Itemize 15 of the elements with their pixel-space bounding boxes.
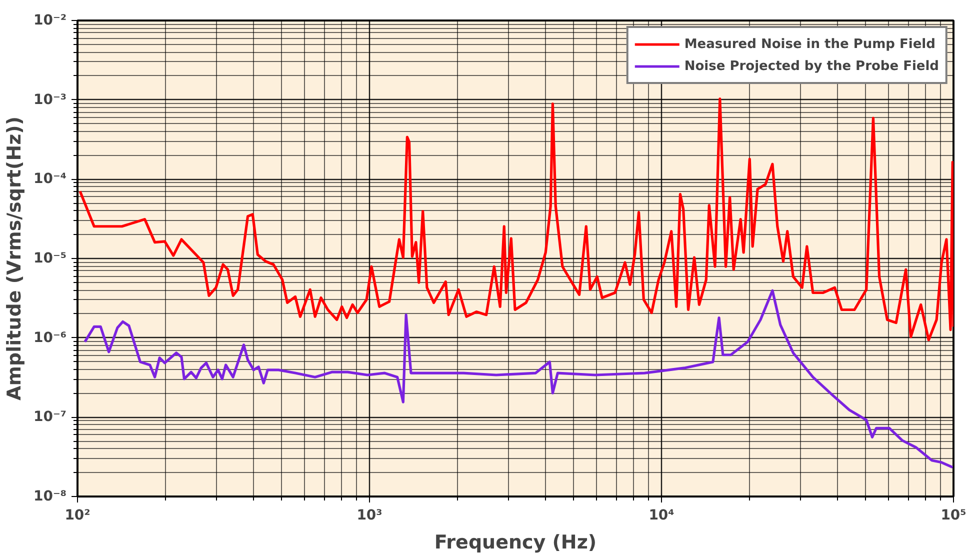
x-tick-label: 10³	[356, 508, 382, 524]
y-axis-title: Amplitude (Vrms/sqrt(Hz))	[3, 116, 26, 401]
legend-label: Noise Projected by the Probe Field	[684, 58, 939, 74]
y-tick-label: 10⁻³	[33, 92, 67, 108]
x-tick-label: 10⁴	[648, 508, 674, 524]
y-tick-label: 10⁻²	[33, 12, 67, 28]
y-tick-label: 10⁻⁸	[33, 488, 67, 504]
x-axis-title: Frequency (Hz)	[434, 532, 597, 554]
y-tick-label: 10⁻⁶	[33, 330, 67, 346]
y-tick-label: 10⁻⁴	[33, 171, 67, 188]
x-tick-label: 10²	[64, 508, 90, 524]
y-tick-label: 10⁻⁷	[33, 409, 67, 426]
y-tick-label: 10⁻⁵	[33, 250, 67, 266]
legend-label: Measured Noise in the Pump Field	[684, 36, 936, 52]
x-tick-label: 10⁵	[940, 508, 966, 524]
